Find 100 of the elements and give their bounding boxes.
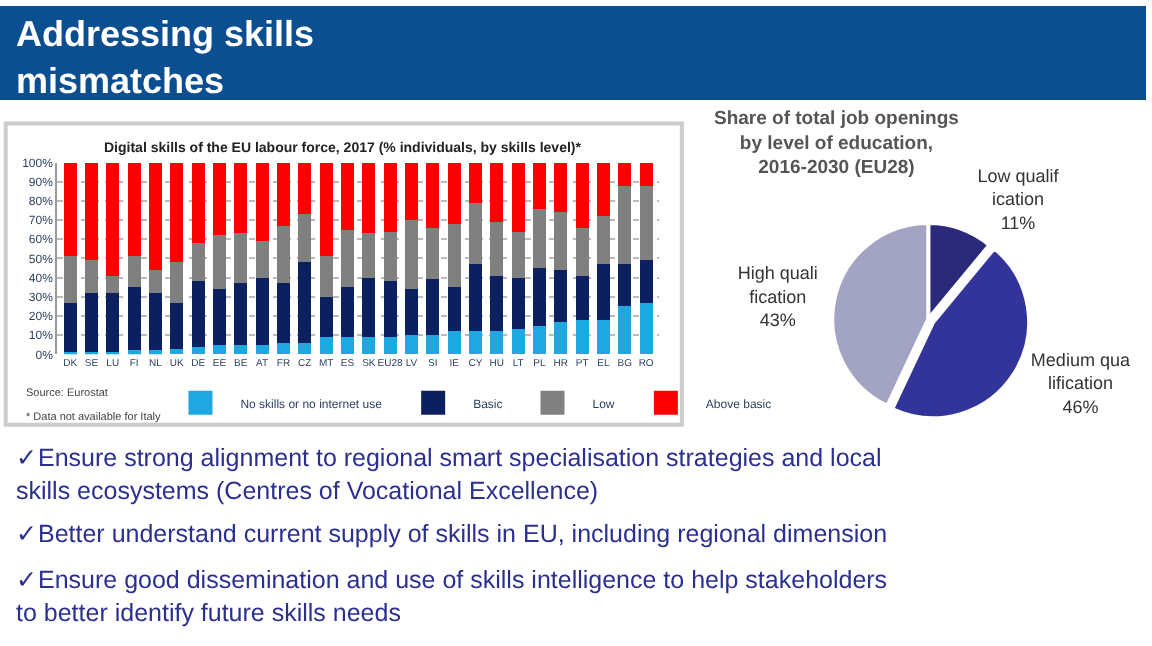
data-label: 43% [759,309,796,330]
bar [213,344,226,355]
bar [191,243,205,282]
bar [277,342,290,355]
bar [234,283,248,345]
bar [490,331,504,355]
bar [469,331,482,355]
bar [533,267,546,326]
text: ✓Better understand current supply of skills in EU, including regional dimension [16,520,888,548]
bar [63,256,77,303]
bar [341,287,354,338]
bar [554,321,568,355]
bar [341,162,354,230]
bar [511,231,525,278]
bar [490,275,504,332]
bar [575,275,589,320]
bar [255,277,269,345]
bar [362,233,376,278]
bar [170,302,184,349]
bar [405,289,418,336]
bar [639,260,653,303]
bar [639,302,653,355]
bar [639,162,653,186]
bar [469,162,482,203]
bar [298,162,312,215]
bar [618,264,632,307]
data-label: 11% [1000,212,1036,233]
bar [106,292,120,353]
bar [149,269,162,293]
bar [277,225,290,284]
bar [255,344,269,355]
bar [106,162,120,276]
bar [127,256,141,288]
bar [639,185,653,261]
bar [127,162,141,257]
bar [426,335,440,355]
chart-title: Share of total job openings by level of education, 2016-2030 (EU28) [714,108,959,180]
bar [341,229,354,288]
bar [597,216,610,265]
bar [575,319,589,355]
bar [234,233,248,284]
bar [319,337,333,355]
bar [554,162,568,213]
bar [426,162,440,228]
bar [383,337,397,355]
slice-label: Low qualification [977,165,1060,210]
bar [533,208,546,268]
bar [426,279,440,336]
bar [170,162,184,263]
bar [362,162,376,234]
bar [277,283,290,343]
bar [255,162,269,242]
bar [383,231,397,282]
bar [447,162,461,224]
bar [447,223,461,288]
bar [511,162,525,232]
bar [405,162,418,221]
bar [319,162,333,257]
bar [191,281,205,347]
bar [106,275,120,293]
bar [277,162,290,226]
bar [319,296,333,338]
bar [469,264,482,332]
bar [298,342,312,355]
bar [234,344,248,355]
bar [63,162,77,257]
bar [426,227,440,280]
bar [447,287,461,332]
bar [575,227,589,276]
bar [383,162,397,232]
bar [85,162,98,261]
bar [63,302,77,353]
slice-label: High qualification [737,263,818,307]
bar [490,162,504,222]
bar [298,262,312,343]
bar [213,162,226,236]
slice-label: Medium qualification [1030,349,1130,394]
bar [554,269,568,322]
bar [234,162,248,234]
bar [85,292,98,353]
bar [618,306,632,355]
bar [511,329,525,355]
bar [405,335,418,355]
bar [597,319,610,355]
bar [597,264,610,320]
bar [213,235,226,290]
bar [362,337,376,355]
bar [149,162,162,270]
bar [85,260,98,293]
bar [490,221,504,276]
bar [597,162,610,217]
bar [554,212,568,270]
bar [255,241,269,278]
bar [362,277,376,338]
bar [618,185,632,265]
text: ✓Ensure strong alignment to regional smart specialisation strategies and local skills ecosystems (Centres of Vocational Excellence) [16,444,882,505]
bar [191,346,205,355]
bar [511,277,525,330]
bar [298,214,312,263]
bar [127,287,141,351]
